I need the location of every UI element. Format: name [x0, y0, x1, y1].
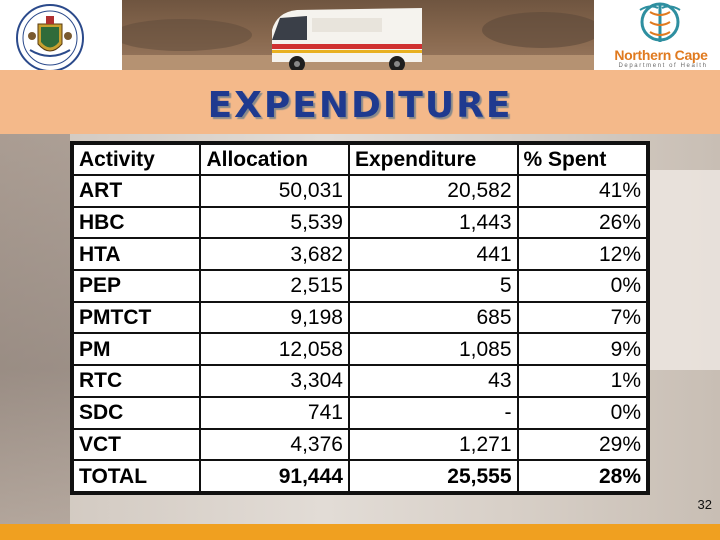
expenditure-table-grid: Activity Allocation Expenditure % Spent …	[72, 143, 648, 493]
table-row: PM 12,058 1,085 9%	[74, 334, 646, 365]
activity-cell: VCT	[74, 429, 200, 460]
expenditure-cell: 441	[349, 239, 517, 270]
expenditure-cell: 685	[349, 302, 517, 333]
expenditure-table: Activity Allocation Expenditure % Spent …	[70, 141, 650, 495]
coat-of-arms-logo	[16, 4, 84, 72]
spent-cell: 29%	[518, 429, 646, 460]
expenditure-cell: 43	[349, 366, 517, 396]
activity-cell: RTC	[74, 366, 200, 396]
background-window	[650, 170, 720, 370]
spent-cell: 7%	[518, 302, 646, 333]
column-header-spent: % Spent	[518, 145, 646, 174]
allocation-cell: 50,031	[201, 176, 348, 206]
allocation-cell: 3,682	[201, 239, 348, 270]
brand-subtitle: Department of Health	[618, 63, 708, 69]
activity-cell: SDC	[74, 397, 200, 428]
slide-header: Northern Cape Department of Health	[0, 0, 720, 82]
activity-cell: HBC	[74, 207, 200, 238]
total-expenditure-cell: 25,555	[349, 461, 517, 491]
table-row: RTC 3,304 43 1%	[74, 366, 646, 396]
spent-cell: 26%	[518, 207, 646, 238]
table-row: SDC 741 - 0%	[74, 397, 646, 428]
page-number: 32	[697, 497, 712, 512]
spent-cell: 9%	[518, 334, 646, 365]
spent-cell: 12%	[518, 239, 646, 270]
allocation-cell: 3,304	[201, 366, 348, 396]
allocation-cell: 2,515	[201, 271, 348, 301]
allocation-cell: 5,539	[201, 207, 348, 238]
allocation-cell: 741	[201, 397, 348, 428]
table-header-row: Activity Allocation Expenditure % Spent	[74, 145, 646, 174]
title-band	[0, 70, 720, 134]
slide-title: EXPENDITURE	[207, 85, 513, 126]
expenditure-cell: 1,085	[349, 334, 517, 365]
total-allocation-cell: 91,444	[201, 461, 348, 491]
column-header-expenditure: Expenditure	[349, 145, 517, 174]
activity-cell: PEP	[74, 271, 200, 301]
column-header-activity: Activity	[74, 145, 200, 174]
allocation-cell: 12,058	[201, 334, 348, 365]
expenditure-cell: 1,443	[349, 207, 517, 238]
column-header-allocation: Allocation	[201, 145, 348, 174]
table-row: PMTCT 9,198 685 7%	[74, 302, 646, 333]
expenditure-cell: 5	[349, 271, 517, 301]
spent-cell: 0%	[518, 271, 646, 301]
allocation-cell: 9,198	[201, 302, 348, 333]
allocation-cell: 4,376	[201, 429, 348, 460]
spent-cell: 0%	[518, 397, 646, 428]
table-row: VCT 4,376 1,271 29%	[74, 429, 646, 460]
spent-cell: 1%	[518, 366, 646, 396]
activity-cell: ART	[74, 176, 200, 206]
caduceus-icon	[639, 2, 681, 42]
total-spent-cell: 28%	[518, 461, 646, 491]
expenditure-cell: -	[349, 397, 517, 428]
brand-name: Northern Cape	[614, 47, 708, 63]
table-row: ART 50,031 20,582 41%	[74, 176, 646, 206]
total-label-cell: TOTAL	[74, 461, 200, 491]
table-row: HBC 5,539 1,443 26%	[74, 207, 646, 238]
table-row: PEP 2,515 5 0%	[74, 271, 646, 301]
table-row: HTA 3,682 441 12%	[74, 239, 646, 270]
activity-cell: PMTCT	[74, 302, 200, 333]
bottom-accent-bar	[0, 524, 720, 540]
activity-cell: PM	[74, 334, 200, 365]
activity-cell: HTA	[74, 239, 200, 270]
spent-cell: 41%	[518, 176, 646, 206]
background-shadow	[0, 134, 70, 526]
total-row: TOTAL 91,444 25,555 28%	[74, 461, 646, 491]
expenditure-cell: 1,271	[349, 429, 517, 460]
expenditure-cell: 20,582	[349, 176, 517, 206]
